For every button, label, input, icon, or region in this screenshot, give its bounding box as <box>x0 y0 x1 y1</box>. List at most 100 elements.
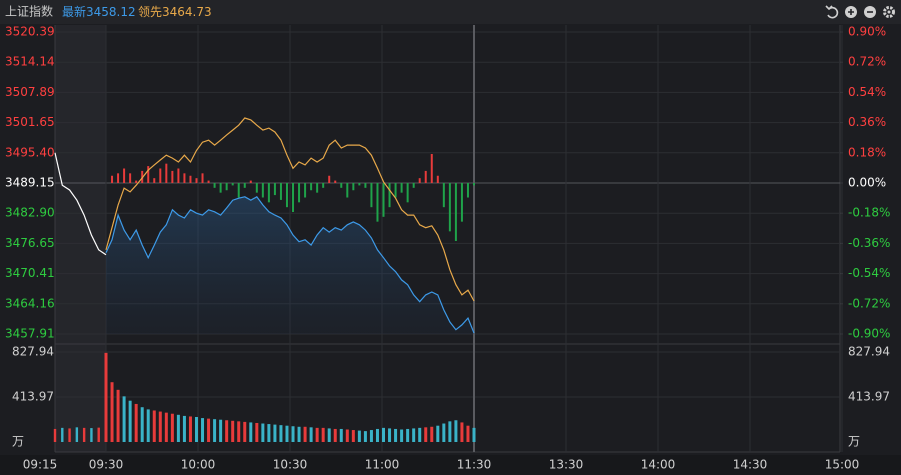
strength-bar <box>346 183 349 198</box>
area <box>106 196 474 334</box>
volume-bar <box>448 421 452 442</box>
y2-tick-label: 0.18% <box>848 145 886 159</box>
x-tick-label: 09:30 <box>89 458 124 472</box>
settings-button[interactable] <box>883 6 895 18</box>
strength-bar <box>177 168 180 183</box>
volume-bar <box>357 430 361 442</box>
strength-bar <box>304 183 307 198</box>
strength-bar <box>123 168 126 183</box>
volume-bar <box>400 429 404 442</box>
strength-bar <box>189 175 192 183</box>
strength-bar <box>249 180 252 183</box>
y2-tick-label: -0.18% <box>848 206 890 220</box>
y2-tick-label: 0.36% <box>848 115 886 129</box>
volume-tick-label-right: 827.94 <box>848 345 890 359</box>
strength-bar <box>171 170 174 183</box>
volume-bar <box>122 396 126 442</box>
volume-bar <box>339 428 343 442</box>
y-tick-label: 3482.90 <box>5 206 55 220</box>
strength-bar <box>454 183 457 242</box>
y2-tick-label: 0.54% <box>848 85 886 99</box>
strength-bar <box>364 183 367 188</box>
volume-bar <box>394 428 398 442</box>
volume-bar <box>188 416 192 442</box>
volume-bar <box>454 420 458 442</box>
strength-bar <box>153 178 156 183</box>
strength-bar <box>267 183 270 203</box>
price-line <box>105 117 475 302</box>
time-axis-band <box>0 455 901 475</box>
strength-bar <box>412 183 415 188</box>
strength-bar <box>292 183 295 213</box>
volume-tick-label: 827.94 <box>12 345 54 359</box>
x-tick-label: 14:00 <box>641 458 676 472</box>
zoom-out-button[interactable] <box>864 6 876 18</box>
volume-bar <box>285 425 289 442</box>
volume-tick-label-right: 万 <box>848 435 860 449</box>
strength-bar <box>165 163 168 183</box>
leading-value: 3464.73 <box>162 5 212 19</box>
strength-bar <box>406 183 409 203</box>
strength-bar <box>340 183 343 188</box>
volume-bar <box>406 428 410 442</box>
chart-title: 上证指数 <box>5 4 53 19</box>
y-tick-label: 3464.16 <box>5 296 55 310</box>
strength-bar <box>261 183 264 198</box>
volume-bar <box>176 414 180 442</box>
latest-label: 最新3458.12 <box>62 4 136 19</box>
strength-bar <box>466 183 469 198</box>
strength-bar <box>129 173 132 183</box>
y-tick-label: 3507.89 <box>5 85 55 99</box>
volume-bar <box>243 421 247 442</box>
y2-tick-label: 0.72% <box>848 55 886 69</box>
volume-bar <box>309 427 313 442</box>
y-tick-label: 3501.65 <box>5 115 55 129</box>
strength-bar <box>310 183 313 191</box>
strength-bar <box>400 183 403 193</box>
strength-bar <box>195 178 198 183</box>
volume-bar <box>412 428 416 442</box>
strength-bar <box>255 183 258 193</box>
x-tick-label: 13:30 <box>549 458 584 472</box>
volume-bar <box>68 428 71 442</box>
strength-bar <box>448 183 451 232</box>
volume-bar <box>388 428 392 442</box>
strength-bar <box>316 183 319 193</box>
volume-bar <box>333 428 337 442</box>
toolbar <box>825 5 895 19</box>
volume-bar <box>207 418 211 442</box>
strength-bar <box>231 183 234 186</box>
strength-bar <box>322 183 325 188</box>
leading-name: 领先 <box>138 5 162 19</box>
strength-bar <box>147 166 150 183</box>
strength-bar <box>207 180 210 183</box>
volume-bar <box>382 427 386 442</box>
header-bar <box>0 0 901 24</box>
strength-bar <box>328 175 331 183</box>
strength-bar <box>159 168 162 183</box>
volume-bar <box>363 431 367 442</box>
volume-tick-label: 413.97 <box>12 390 54 404</box>
volume-bar <box>90 428 93 442</box>
strength-bar <box>376 183 379 222</box>
volume-bar <box>61 427 64 442</box>
volume-bar <box>297 426 301 442</box>
strength-bar <box>352 183 355 191</box>
volume-bar <box>315 427 319 442</box>
volume-bar <box>128 400 132 442</box>
leading-label: 领先3464.73 <box>138 5 212 19</box>
y2-tick-label: 0.90% <box>848 25 886 39</box>
strength-bar <box>225 183 228 191</box>
price-line <box>105 196 475 334</box>
undo-button[interactable] <box>825 5 839 19</box>
y2-tick-label: -0.90% <box>848 327 890 341</box>
volume-bar <box>182 415 186 442</box>
y-tick-label: 3476.65 <box>5 236 55 250</box>
volume-bar <box>261 423 265 442</box>
zoom-in-button[interactable] <box>845 6 857 18</box>
volume-bar <box>267 424 271 442</box>
y2-tick-label: 0.00% <box>848 176 886 190</box>
strength-bar <box>370 183 373 208</box>
